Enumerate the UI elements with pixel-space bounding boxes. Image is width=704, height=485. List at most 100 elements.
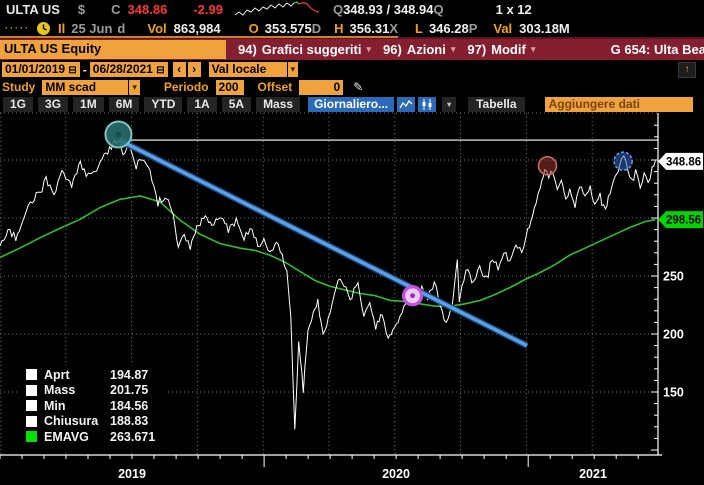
menu-bar: ULTA US Equity 94) Grafici suggeriti ▾ 9…: [0, 37, 704, 60]
legend-row-low: Min 184.56: [26, 398, 155, 414]
open-flag: D: [311, 20, 322, 36]
prev-period-button[interactable]: ‹: [172, 62, 186, 77]
legend-label: Mass: [44, 383, 76, 398]
chart-toolbar: 1G 3G 1M 6M YTD 1A 5A Mass Giornaliero..…: [0, 96, 704, 112]
legend-label: Chiusura: [44, 414, 99, 429]
table-view-button[interactable]: Tabella: [468, 96, 525, 112]
legend-swatch: [26, 415, 37, 427]
date-from-field[interactable]: 01/01/2019 ⊟: [2, 62, 80, 77]
menu-item-number: 94): [238, 42, 257, 57]
chart-legend: Aprt 194.87 Mass 201.75 Min 184.56 Chius…: [20, 363, 166, 450]
currency-symbol: $: [77, 2, 86, 17]
legend-swatch: [26, 369, 37, 381]
legend-row-high: Mass 201.75: [26, 383, 155, 399]
legend-label: Min: [44, 398, 66, 413]
annotation-marker-blue[interactable]: [613, 151, 633, 171]
legend-row-close: Chiusura 188.83: [26, 414, 155, 430]
last-price: 348.86: [127, 2, 168, 17]
frequency-select[interactable]: Giornaliero...: [308, 96, 395, 112]
close-label: C: [111, 2, 121, 17]
range-button-1m[interactable]: 1M: [73, 96, 104, 112]
date-to-field[interactable]: 06/28/2021 ⊟: [89, 62, 168, 77]
menu-item-label: Modif: [491, 42, 526, 57]
volume-value: 863,984: [173, 20, 221, 36]
high-label: H: [334, 20, 344, 36]
line-chart-icon[interactable]: [397, 96, 416, 112]
high-flag: X: [389, 20, 398, 36]
menu-item-number: 97): [467, 42, 487, 57]
range-button-1g[interactable]: 1G: [3, 96, 34, 112]
offset-input[interactable]: 0: [299, 79, 344, 95]
next-period-button[interactable]: ›: [187, 62, 201, 77]
legend-swatch: [26, 431, 37, 443]
range-button-3g[interactable]: 3G: [38, 96, 69, 112]
study-controls: Study MM scad ▾ Periodo 200 Offset 0 ✎: [0, 79, 704, 95]
svg-text:150: 150: [663, 386, 684, 400]
low-label: L: [414, 20, 423, 36]
currency-select-caret[interactable]: ▾: [287, 62, 299, 77]
range-button-mass[interactable]: Mass: [256, 96, 301, 112]
bid-ask-quote: Q348.93 / 348.94Q: [333, 2, 444, 17]
legend-swatch: [26, 384, 37, 396]
candlestick-chart-icon[interactable]: [418, 96, 437, 112]
legend-label: EMAVG: [44, 429, 89, 444]
range-button-1a[interactable]: 1A: [187, 96, 217, 112]
chevron-down-icon: ▾: [530, 44, 536, 54]
marker-center-dot: [410, 293, 415, 299]
legend-swatch: [26, 400, 37, 412]
clock-icon: [37, 21, 50, 35]
session-flag: d: [117, 20, 126, 36]
date-range-separator: -: [82, 62, 87, 77]
menu-item-grafici-suggeriti[interactable]: 94) Grafici suggeriti ▾: [238, 42, 371, 57]
menu-item-azioni[interactable]: 96) Azioni ▾: [383, 42, 455, 57]
quote-row-2: ····· Il 25 Jun d Vol 863,984 O 353.575 …: [0, 19, 704, 37]
open-label: O: [248, 20, 259, 36]
currency-select[interactable]: Val locale: [208, 62, 287, 77]
offset-label: Offset: [257, 80, 293, 94]
study-select-caret[interactable]: ▾: [129, 79, 140, 95]
menu-item-label: Azioni: [406, 42, 446, 57]
svg-text:2021: 2021: [579, 467, 607, 481]
security-ticker-box[interactable]: ULTA US Equity: [0, 40, 226, 59]
annotation-marker-red[interactable]: [537, 156, 558, 176]
annotation-trendline[interactable]: [118, 138, 528, 348]
ticker-symbol: ULTA US: [6, 2, 60, 17]
legend-label: Aprt: [44, 367, 70, 382]
legend-value: 194.87: [110, 367, 149, 382]
function-title: G 654: Ulta Bea: [610, 42, 704, 57]
calendar-icon: ⊟: [68, 65, 77, 76]
study-label: Study: [2, 80, 36, 94]
menu-item-modif[interactable]: 97) Modif ▾: [467, 42, 535, 57]
chart-type-caret[interactable]: ▾: [442, 96, 457, 112]
quote-slash: /: [386, 2, 391, 17]
period-input[interactable]: 200: [215, 79, 244, 95]
calendar-icon: ⊟: [156, 65, 165, 76]
svg-text:250: 250: [663, 270, 684, 284]
chevron-down-icon: ▾: [366, 44, 372, 54]
price-change: -2.99: [193, 2, 223, 17]
menu-item-number: 96): [383, 42, 402, 57]
range-button-5a[interactable]: 5A: [221, 96, 252, 112]
add-data-input[interactable]: [544, 96, 693, 112]
legend-value: 201.75: [110, 383, 149, 398]
legend-value: 188.83: [110, 414, 149, 429]
high-value: 356.31: [349, 20, 390, 36]
range-button-6m[interactable]: 6M: [108, 96, 140, 112]
range-button-ytd[interactable]: YTD: [144, 96, 183, 112]
mini-sparkline: [234, 0, 320, 16]
chevron-down-icon: ▾: [450, 44, 456, 54]
study-select[interactable]: MM scad: [42, 79, 129, 95]
emavg-price-tag: 298.56: [658, 211, 703, 229]
menu-item-label: Grafici suggeriti: [261, 42, 362, 57]
last-price-tag: 348.86: [658, 152, 703, 170]
session-dots: ·····: [5, 23, 30, 33]
svg-text:2019: 2019: [118, 467, 146, 481]
annotate-pencil-icon[interactable]: ✎: [353, 80, 364, 94]
bid-price: 348.93: [343, 2, 383, 17]
lot-size: 1 x 12: [495, 2, 532, 17]
open-value: 353.575: [264, 20, 312, 36]
ask-flag: Q: [433, 2, 444, 17]
svg-text:2020: 2020: [382, 467, 410, 481]
panel-collapse-button[interactable]: ↑: [678, 61, 696, 78]
